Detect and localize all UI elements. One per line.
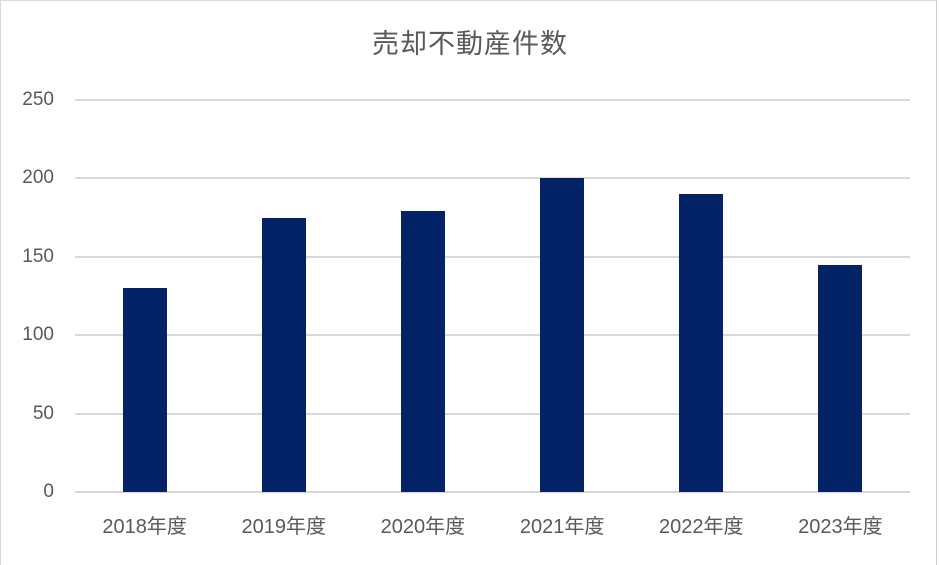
chart-border-top: [0, 0, 937, 1]
y-tick-label-100: 100: [22, 324, 54, 346]
x-tick-label-2023年度: 2023年度: [798, 516, 883, 538]
gridline-y-50: [75, 412, 910, 415]
chart-title: 売却不動産件数: [372, 29, 568, 59]
y-tick-label-50: 50: [32, 402, 54, 424]
plot-area: [75, 99, 910, 493]
y-tick-label-200: 200: [22, 167, 54, 189]
bar-2020年度: [400, 211, 445, 492]
x-tick-label-2022年度: 2022年度: [659, 516, 744, 538]
x-tick-label-2018年度: 2018年度: [102, 516, 187, 538]
gridline-y-150: [75, 255, 910, 258]
x-tick-label-2020年度: 2020年度: [380, 516, 466, 538]
bar-2021年度: [540, 178, 585, 492]
x-axis-line: [75, 491, 910, 493]
bar-2022年度: [679, 194, 724, 492]
gridline-y-100: [75, 334, 910, 337]
bar-2019年度: [261, 217, 306, 492]
y-tick-label-250: 250: [22, 89, 54, 110]
y-tick-label-150: 150: [22, 245, 54, 267]
y-tick-label-0: 0: [43, 481, 54, 502]
bar-2023年度: [818, 264, 863, 492]
bar-2018年度: [122, 288, 167, 492]
gridline-y-200: [75, 177, 910, 180]
x-tick-label-2021年度: 2021年度: [519, 516, 605, 538]
chart-border-left: [0, 0, 1, 565]
x-tick-label-2019年度: 2019年度: [241, 516, 327, 538]
gridline-y-250: [75, 99, 910, 101]
chart-border-right: [936, 0, 937, 565]
